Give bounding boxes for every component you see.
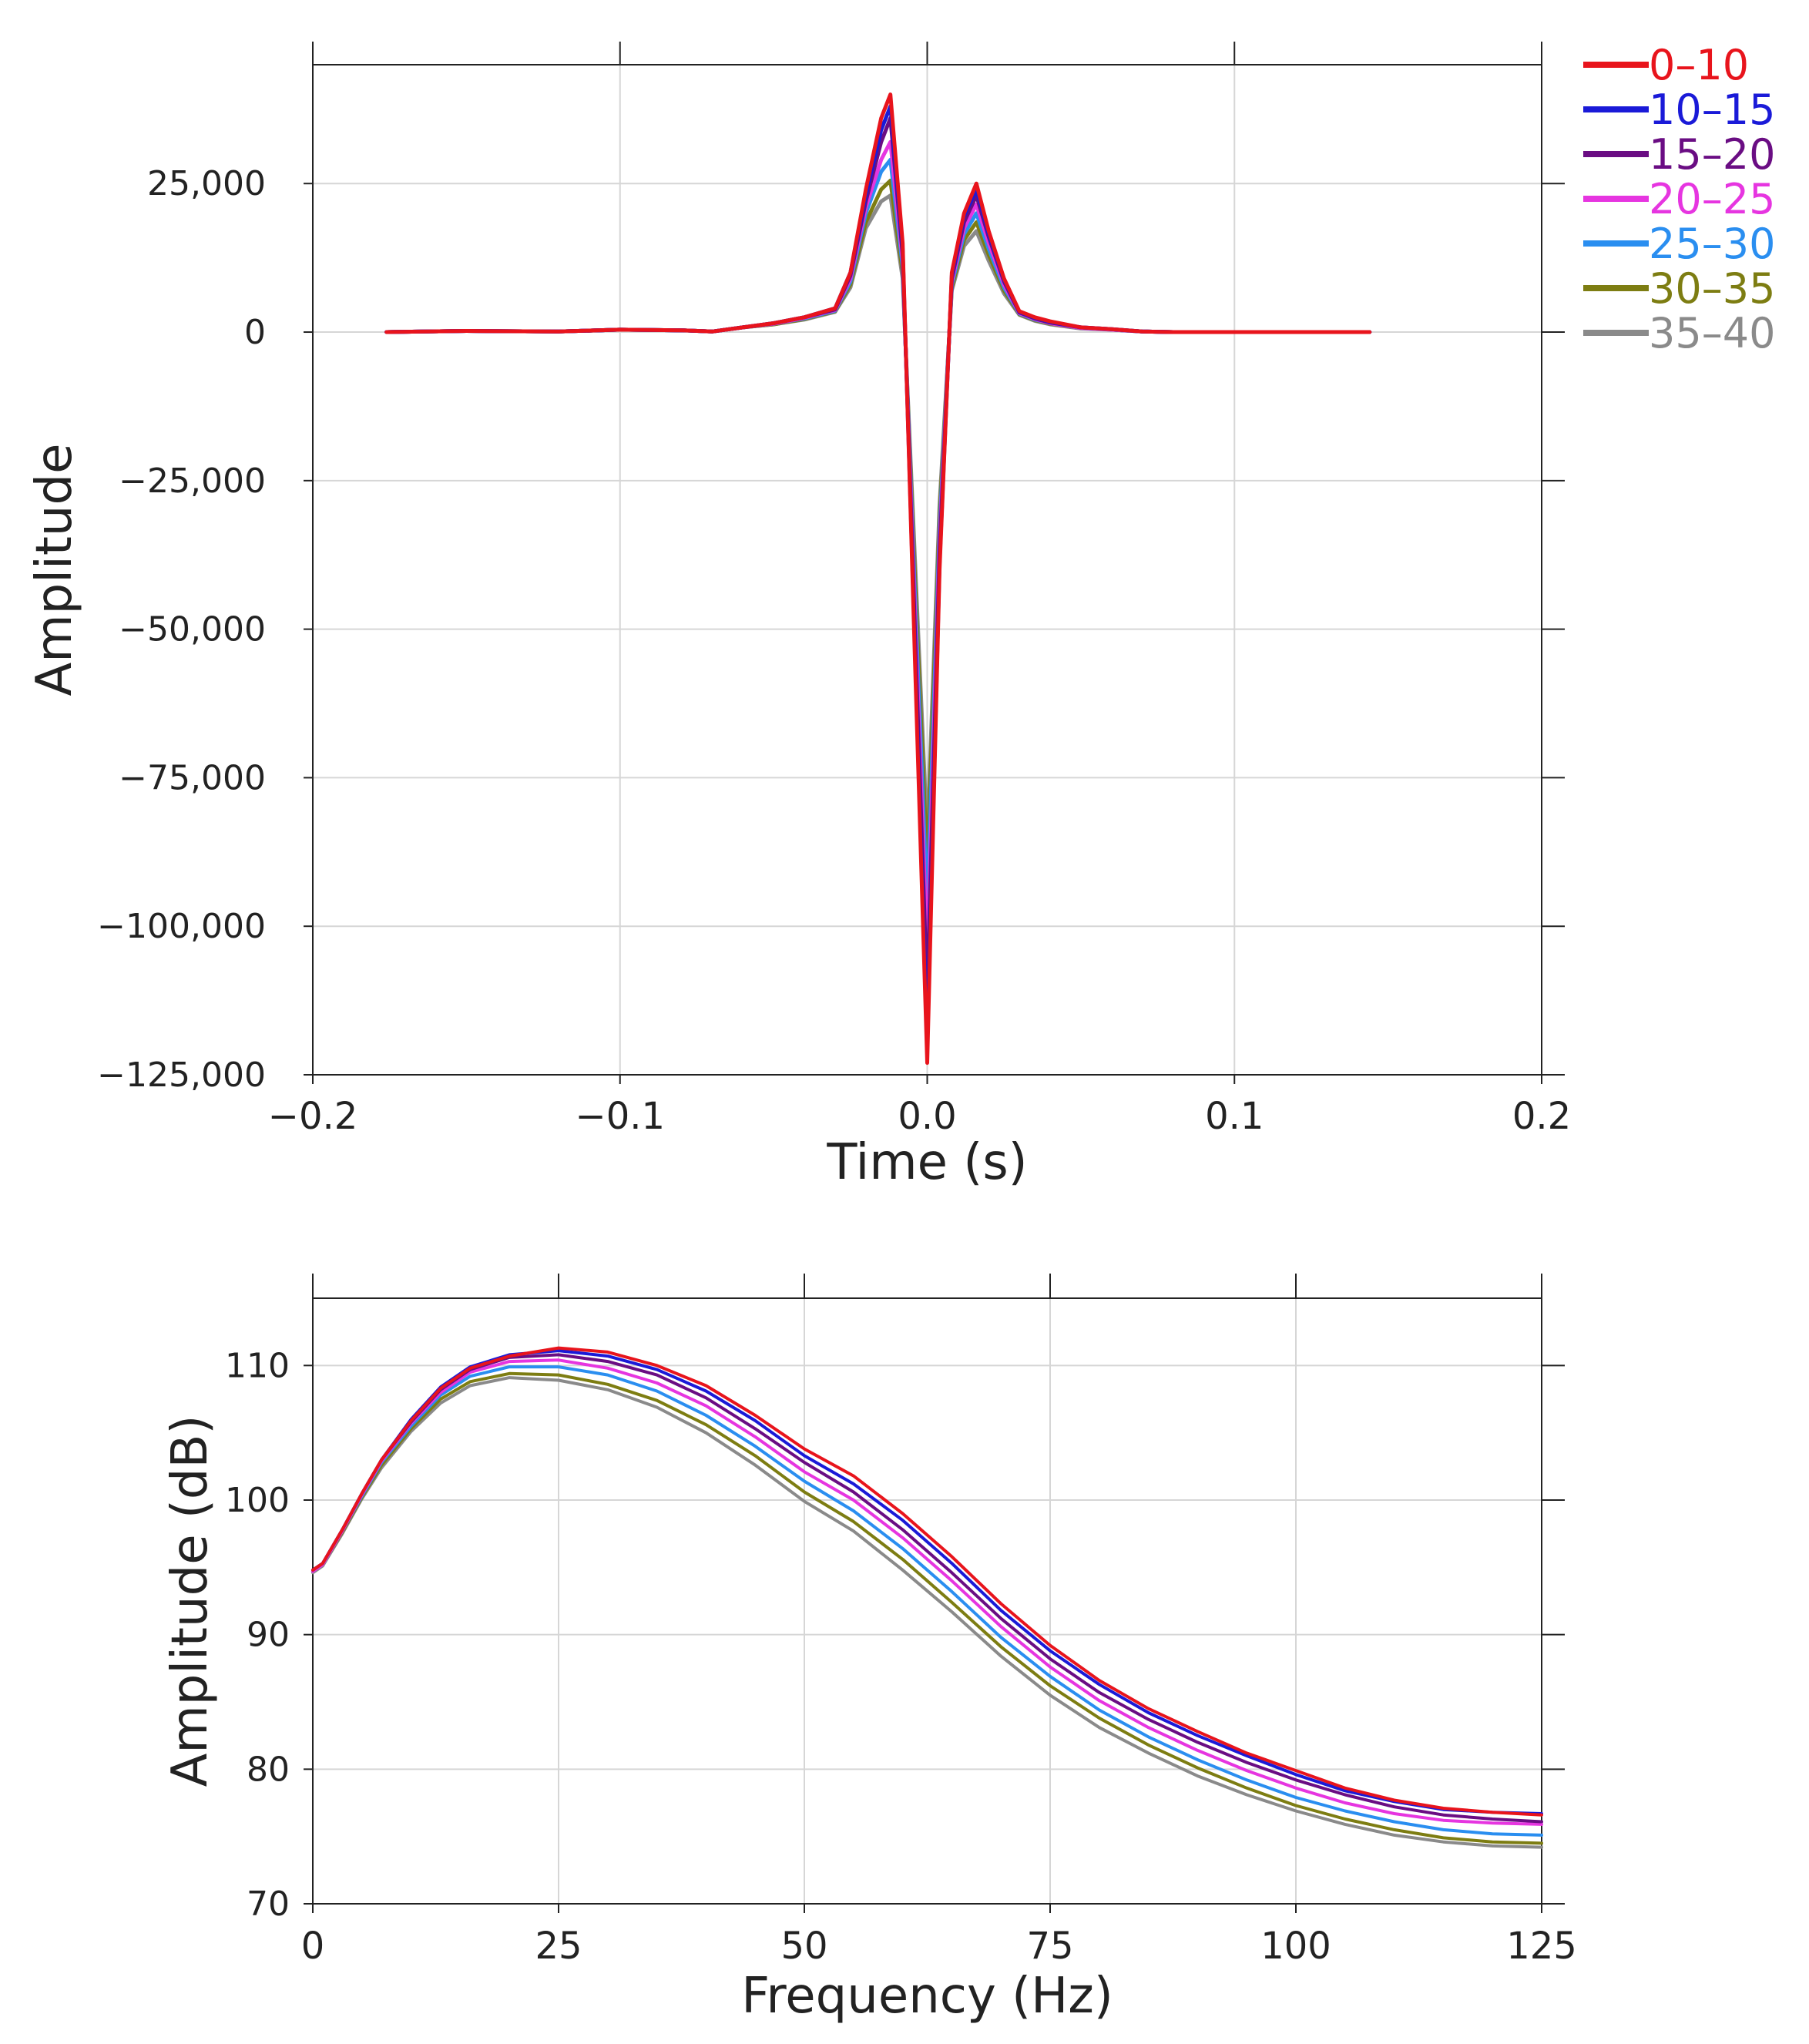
legend-label: 30–35 — [1649, 264, 1775, 313]
legend-label: 35–40 — [1649, 309, 1775, 357]
freq-y-tick-label: 110 — [225, 1346, 290, 1385]
freq-x-tick-label: 125 — [1506, 1925, 1577, 1968]
time-x-tick-label: −0.2 — [268, 1095, 358, 1138]
freq-series-line-1 — [311, 1346, 1543, 1817]
time-x-tick-label: 0.2 — [1512, 1095, 1571, 1138]
time-x-tick-label: 0.1 — [1205, 1095, 1264, 1138]
time-series-line-4 — [384, 139, 1372, 958]
time-series-line-2 — [384, 104, 1372, 1047]
time-series-line-3 — [384, 116, 1372, 1000]
time-y-tick-label: 0 — [244, 313, 266, 352]
freq-x-tick-label: 75 — [1026, 1925, 1073, 1968]
legend-label: 0–10 — [1649, 41, 1749, 89]
legend-label: 20–25 — [1649, 175, 1775, 223]
freq-x-tick-label: 100 — [1260, 1925, 1331, 1968]
frequency-spectrum-chart: 0 25 50 75 100 125 70 80 90 100 110 Frequency (Hz) A… — [162, 1274, 1577, 2025]
time-series-line-5 — [384, 157, 1372, 911]
freq-series-line-7 — [311, 1376, 1543, 1849]
time-y-tick-label: 25,000 — [147, 164, 266, 203]
freq-x-tick-label: 25 — [535, 1925, 582, 1968]
time-x-tick-label: 0.0 — [898, 1095, 956, 1138]
time-y-axis-title: Amplitude — [26, 444, 83, 696]
time-x-axis-title: Time (s) — [826, 1134, 1027, 1191]
freq-series-line-6 — [311, 1371, 1543, 1845]
freq-series-line-5 — [311, 1365, 1543, 1837]
legend-label: 25–30 — [1649, 220, 1775, 268]
freq-x-tick-label: 0 — [301, 1925, 325, 1968]
time-x-tick-label: −0.1 — [575, 1095, 665, 1138]
time-y-tick-label: −125,000 — [97, 1056, 266, 1095]
legend-label: 15–20 — [1649, 130, 1775, 179]
time-y-tick-label: −75,000 — [119, 758, 266, 797]
time-series-line-7 — [384, 193, 1372, 839]
time-y-tick-label: −25,000 — [119, 461, 266, 501]
freq-y-axis-title: Amplitude (dB) — [162, 1415, 219, 1787]
time-domain-chart: −0.2 −0.1 0.0 0.1 0.2 25,000 0 −25,000 −50,000 −7… — [26, 42, 1571, 1191]
freq-x-tick-label: 50 — [780, 1925, 827, 1968]
freq-y-tick-label: 100 — [225, 1481, 290, 1520]
freq-x-axis-title: Frequency (Hz) — [741, 1968, 1113, 2025]
time-series-line-6 — [384, 178, 1372, 869]
freq-series-line-3 — [311, 1353, 1543, 1824]
time-series-line-1 — [384, 92, 1372, 1066]
time-y-tick-label: −50,000 — [119, 610, 266, 649]
time-y-tick-label: −100,000 — [97, 907, 266, 946]
freq-y-tick-label: 70 — [247, 1885, 290, 1924]
freq-y-tick-label: 90 — [247, 1616, 290, 1655]
legend-label: 10–15 — [1649, 86, 1775, 134]
freq-y-tick-label: 80 — [247, 1750, 290, 1789]
